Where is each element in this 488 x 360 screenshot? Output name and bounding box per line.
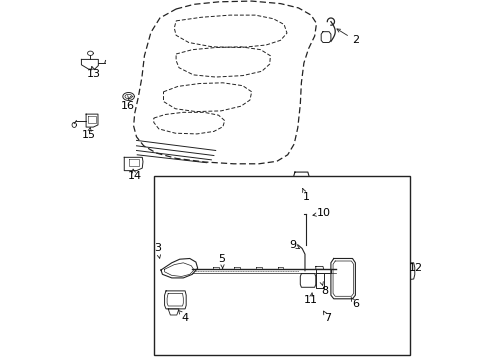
Text: 3: 3 bbox=[154, 243, 161, 253]
Text: 13: 13 bbox=[87, 69, 101, 79]
Text: 4: 4 bbox=[181, 312, 188, 323]
Text: 10: 10 bbox=[316, 208, 330, 218]
Text: 16: 16 bbox=[120, 101, 134, 111]
Bar bbox=[153, 176, 409, 355]
Text: 2: 2 bbox=[351, 35, 358, 45]
Text: 15: 15 bbox=[82, 130, 96, 140]
Text: 1: 1 bbox=[302, 192, 309, 202]
Text: 9: 9 bbox=[289, 240, 296, 250]
Text: 7: 7 bbox=[323, 312, 330, 323]
Text: 6: 6 bbox=[351, 299, 358, 309]
Text: 11: 11 bbox=[304, 294, 318, 305]
Text: 12: 12 bbox=[407, 263, 422, 273]
Text: 8: 8 bbox=[320, 286, 327, 296]
Text: 14: 14 bbox=[127, 171, 142, 181]
Text: 5: 5 bbox=[218, 254, 225, 264]
